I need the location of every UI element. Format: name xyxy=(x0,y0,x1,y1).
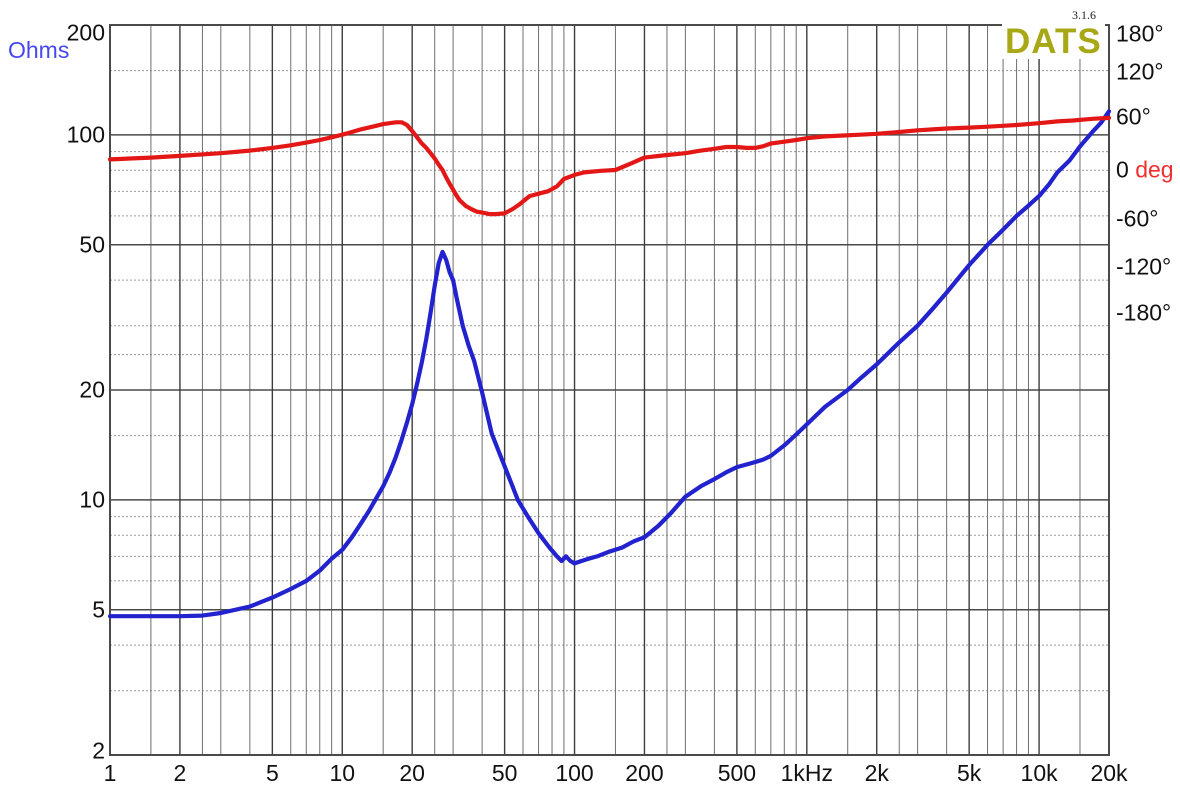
app-version: 3.1.6 xyxy=(1072,8,1096,22)
ohms-tick-label: 100 xyxy=(66,121,105,148)
frequency-tick-label: 200 xyxy=(625,760,664,786)
phase-unit-label: deg xyxy=(1135,156,1174,183)
ohms-tick-label: 10 xyxy=(79,486,105,513)
ohms-tick-label: 2 xyxy=(92,737,105,764)
curves xyxy=(107,109,1112,619)
frequency-tick-label: 5 xyxy=(265,760,279,786)
left-axis-unit-label: Ohms xyxy=(8,37,70,63)
phase-tick-label: 0 deg xyxy=(1116,156,1174,183)
ohms-tick-label: 5 xyxy=(92,596,105,623)
frequency-tick-label: 1 xyxy=(103,760,117,786)
frequency-tick-label: 50 xyxy=(491,760,518,786)
frequency-tick-label: 2 xyxy=(173,760,187,786)
phase-tick-label: -120° xyxy=(1116,253,1172,280)
frequency-tick-label: 100 xyxy=(555,760,594,786)
ohms-tick-label: 200 xyxy=(66,19,105,46)
frequency-tick-label: 10k xyxy=(1020,760,1058,786)
phase-tick-label: 60° xyxy=(1116,103,1151,130)
frequency-tick-label: 20k xyxy=(1090,760,1128,786)
frequency-tick-label: 1kHz xyxy=(780,760,833,786)
frequency-tick-label: 500 xyxy=(717,760,757,786)
phase-curve xyxy=(107,115,1112,217)
phase-tick-label: -180° xyxy=(1116,299,1172,326)
ohms-tick-label: 50 xyxy=(79,231,105,258)
frequency-tick-label: 5k xyxy=(957,760,982,786)
frequency-tick-label: 20 xyxy=(399,760,425,786)
ohms-tick-label: 20 xyxy=(79,376,105,403)
impedance-curve xyxy=(107,109,1112,619)
phase-tick-label: -60° xyxy=(1116,205,1159,232)
plot-border xyxy=(109,24,1110,756)
dats-logo: DATS xyxy=(1002,24,1105,59)
phase-tick-label: 120° xyxy=(1116,58,1164,85)
phase-tick-label: 180° xyxy=(1116,20,1164,47)
grid-horizontal-minor xyxy=(110,70,1109,692)
frequency-tick-label: 10 xyxy=(329,760,356,786)
frequency-tick-label: 2k xyxy=(864,760,889,786)
